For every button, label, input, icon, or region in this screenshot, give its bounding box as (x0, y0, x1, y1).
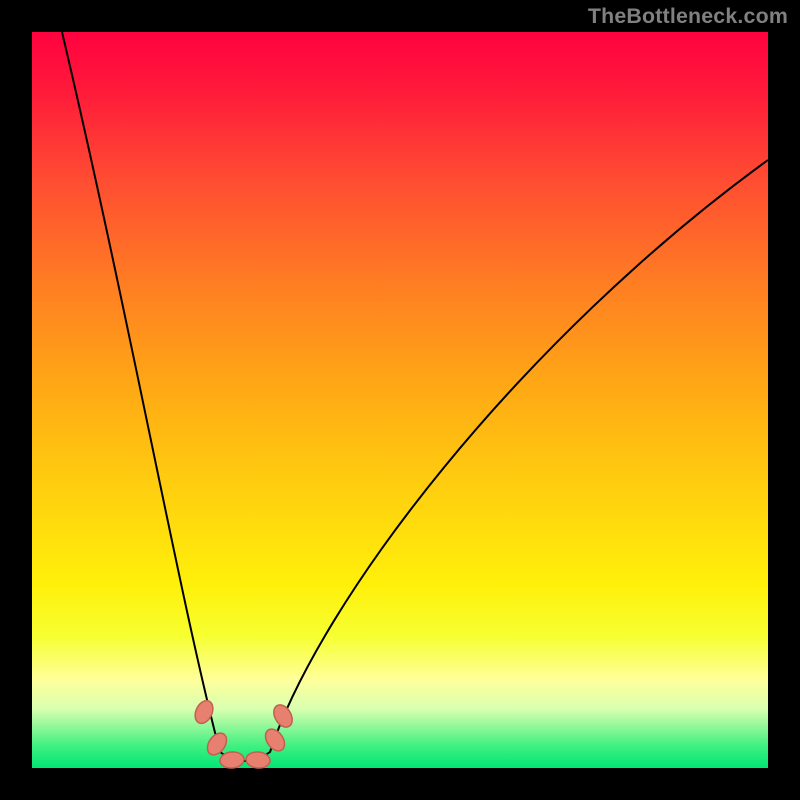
chart-stage: TheBottleneck.com (0, 0, 800, 800)
bottleneck-chart (0, 0, 800, 800)
watermark-text: TheBottleneck.com (588, 4, 788, 29)
